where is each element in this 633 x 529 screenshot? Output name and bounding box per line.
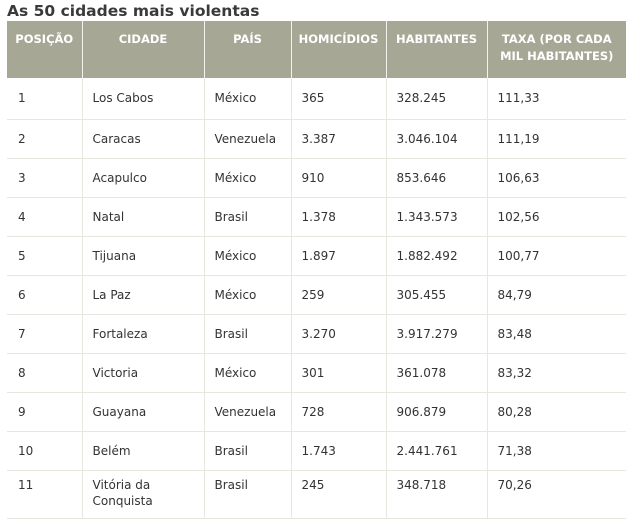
cell-city: Acapulco <box>82 158 205 198</box>
cell-rate: 84,79 <box>487 275 626 315</box>
cell-city: Tijuana <box>82 236 205 276</box>
cell-country: México <box>204 158 292 198</box>
cell-rate: 102,56 <box>487 197 626 237</box>
cell-homicides: 1.378 <box>291 197 387 237</box>
cell-inhabitants: 853.646 <box>386 158 488 198</box>
cell-country: México <box>204 236 292 276</box>
cell-homicides: 365 <box>291 78 387 120</box>
cell-inhabitants: 2.441.761 <box>386 431 488 471</box>
table-row: 6 La Paz México 259 305.455 84,79 <box>7 275 626 315</box>
table-header: POSIÇÃO CIDADE PAÍS HOMICÍDIOS HABITANTE… <box>7 21 626 78</box>
cell-inhabitants: 3.917.279 <box>386 314 488 354</box>
cell-rate: 71,38 <box>487 431 626 471</box>
cell-city: Vitória da Conquista <box>82 470 205 519</box>
cell-country: Brasil <box>204 197 292 237</box>
cell-city: Guayana <box>82 392 205 432</box>
cell-city: La Paz <box>82 275 205 315</box>
cell-city: Fortaleza <box>82 314 205 354</box>
cell-homicides: 728 <box>291 392 387 432</box>
header-cell-country[interactable]: PAÍS <box>204 21 292 78</box>
cell-homicides: 1.743 <box>291 431 387 471</box>
table-row: 9 Guayana Venezuela 728 906.879 80,28 <box>7 392 626 432</box>
cell-inhabitants: 906.879 <box>386 392 488 432</box>
cell-country: Venezuela <box>204 119 292 159</box>
cell-position: 9 <box>7 392 83 432</box>
cell-country: México <box>204 275 292 315</box>
table-row: 3 Acapulco México 910 853.646 106,63 <box>7 158 626 198</box>
cell-country: México <box>204 78 292 120</box>
table-row: 2 Caracas Venezuela 3.387 3.046.104 111,… <box>7 119 626 159</box>
cell-inhabitants: 1.882.492 <box>386 236 488 276</box>
header-label: HABITANTES <box>395 32 478 46</box>
table-row: 4 Natal Brasil 1.378 1.343.573 102,56 <box>7 197 626 237</box>
table-row: 10 Belém Brasil 1.743 2.441.761 71,38 <box>7 431 626 471</box>
cell-position: 5 <box>7 236 83 276</box>
cell-inhabitants: 348.718 <box>386 470 488 519</box>
cell-country: Brasil <box>204 314 292 354</box>
header-cell-homicides[interactable]: HOMICÍDIOS <box>291 21 387 78</box>
cell-homicides: 1.897 <box>291 236 387 276</box>
cell-inhabitants: 3.046.104 <box>386 119 488 159</box>
page-title: As 50 cidades mais violentas <box>7 2 260 20</box>
cell-homicides: 301 <box>291 353 387 393</box>
cell-country: Brasil <box>204 431 292 471</box>
cell-homicides: 3.387 <box>291 119 387 159</box>
header-cell-inhabitants[interactable]: HABITANTES <box>386 21 488 78</box>
table-row: 5 Tijuana México 1.897 1.882.492 100,77 <box>7 236 626 276</box>
cell-position: 3 <box>7 158 83 198</box>
cell-homicides: 245 <box>291 470 387 519</box>
header-cell-rate[interactable]: TAXA (POR CADA MIL HABITANTES) <box>487 21 626 78</box>
table-row: 8 Victoria México 301 361.078 83,32 <box>7 353 626 393</box>
cell-position: 1 <box>7 78 83 120</box>
cell-rate: 83,32 <box>487 353 626 393</box>
cell-homicides: 3.270 <box>291 314 387 354</box>
table-row: 1 Los Cabos México 365 328.245 111,33 <box>7 78 626 120</box>
cell-inhabitants: 1.343.573 <box>386 197 488 237</box>
cell-position: 6 <box>7 275 83 315</box>
cell-rate: 111,19 <box>487 119 626 159</box>
header-label: POSIÇÃO <box>15 32 74 46</box>
cell-position: 4 <box>7 197 83 237</box>
cell-city: Natal <box>82 197 205 237</box>
cell-position: 11 <box>7 470 83 519</box>
header-label: CIDADE <box>118 32 168 46</box>
cell-position: 8 <box>7 353 83 393</box>
cell-rate: 83,48 <box>487 314 626 354</box>
header-cell-city[interactable]: CIDADE <box>82 21 205 78</box>
cell-position: 10 <box>7 431 83 471</box>
cell-city: Belém <box>82 431 205 471</box>
cell-inhabitants: 361.078 <box>386 353 488 393</box>
header-label: PAÍS <box>233 32 262 46</box>
cell-inhabitants: 328.245 <box>386 78 488 120</box>
cell-city: Los Cabos <box>82 78 205 120</box>
cell-rate: 106,63 <box>487 158 626 198</box>
cell-country: Brasil <box>204 470 292 519</box>
cell-rate: 70,26 <box>487 470 626 519</box>
header-row: POSIÇÃO CIDADE PAÍS HOMICÍDIOS HABITANTE… <box>7 21 626 78</box>
cell-country: México <box>204 353 292 393</box>
cell-country: Venezuela <box>204 392 292 432</box>
violent-cities-table: POSIÇÃO CIDADE PAÍS HOMICÍDIOS HABITANTE… <box>7 21 626 519</box>
cell-homicides: 910 <box>291 158 387 198</box>
table-body: 1 Los Cabos México 365 328.245 111,33 2 … <box>7 78 626 519</box>
cell-position: 2 <box>7 119 83 159</box>
cell-position: 7 <box>7 314 83 354</box>
cell-homicides: 259 <box>291 275 387 315</box>
header-label: HOMICÍDIOS <box>298 32 379 46</box>
cell-city: Victoria <box>82 353 205 393</box>
header-label: TAXA (POR CADA MIL HABITANTES) <box>500 32 614 63</box>
cell-inhabitants: 305.455 <box>386 275 488 315</box>
cell-rate: 80,28 <box>487 392 626 432</box>
header-cell-position[interactable]: POSIÇÃO <box>7 21 83 78</box>
cell-rate: 111,33 <box>487 78 626 120</box>
cell-rate: 100,77 <box>487 236 626 276</box>
table-row: 7 Fortaleza Brasil 3.270 3.917.279 83,48 <box>7 314 626 354</box>
cell-city: Caracas <box>82 119 205 159</box>
table-row: 11 Vitória da Conquista Brasil 245 348.7… <box>7 470 626 519</box>
